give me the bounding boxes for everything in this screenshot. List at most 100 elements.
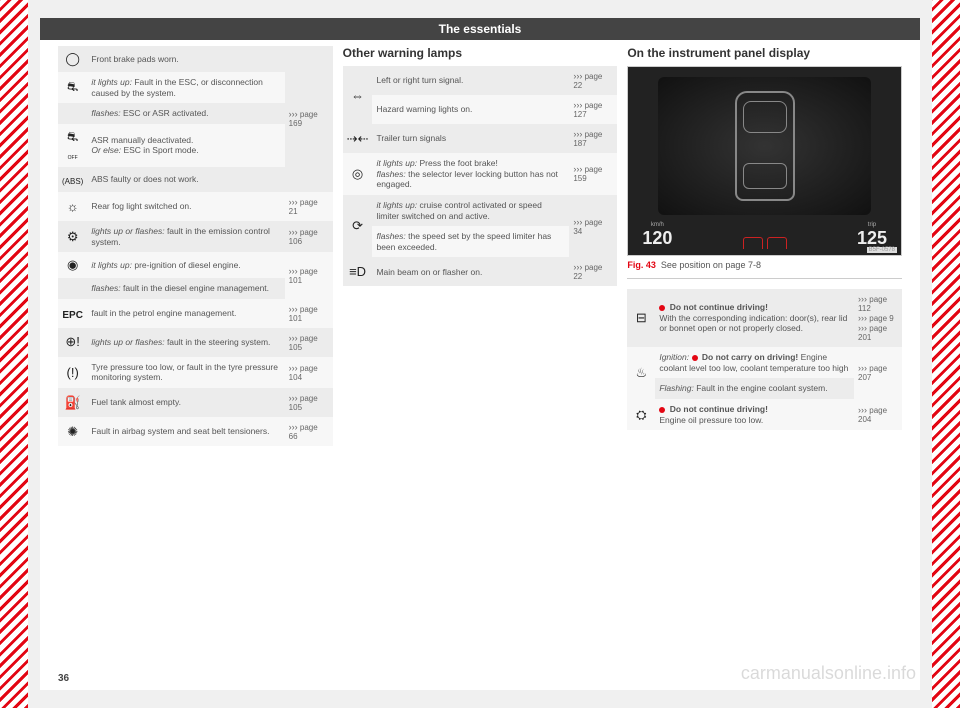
table-row: ◯Front brake pads worn.››› page 169 xyxy=(58,46,333,72)
page-reference: ››› page 101 xyxy=(285,252,333,299)
warning-description: it lights up: cruise control activated o… xyxy=(372,195,569,226)
warning-description: flashes: fault in the diesel engine mana… xyxy=(87,278,284,299)
car-outline-icon xyxy=(735,91,795,201)
page-reference: ››› page 101 xyxy=(285,299,333,328)
warning-description: Flashing: Fault in the engine coolant sy… xyxy=(655,378,854,399)
gauge-2 xyxy=(767,237,787,249)
header-title: The essentials xyxy=(40,18,920,40)
page-reference: ››› page 112››› page 9››› page 201 xyxy=(854,289,902,347)
instrument-screen xyxy=(658,77,871,215)
col2-title: Other warning lamps xyxy=(343,46,618,60)
speed-value: 120 xyxy=(642,228,672,249)
warning-description: it lights up: Press the foot brake!flash… xyxy=(372,153,569,195)
page-reference: ››› page 22 xyxy=(569,66,617,95)
page-reference: ››› page 207 xyxy=(854,347,902,399)
page-reference: ››› page 104 xyxy=(285,357,333,388)
content-columns: ◯Front brake pads worn.››› page 169⛐it l… xyxy=(40,46,920,690)
table-row: ◎it lights up: Press the foot brake!flas… xyxy=(343,153,618,195)
warning-icon: ◉ xyxy=(58,252,87,278)
figure-caption-text: See position on page 7-8 xyxy=(661,260,761,270)
warning-description: Left or right turn signal. xyxy=(372,66,569,95)
page-reference: ››› page 22 xyxy=(569,257,617,286)
warning-icon: ⊟ xyxy=(627,289,655,347)
warning-description: Ignition: Do not carry on driving! Engin… xyxy=(655,347,854,378)
column-2: Other warning lamps ⇔Left or right turn … xyxy=(343,46,618,690)
warning-icon: ⚙ xyxy=(58,221,87,252)
warning-icon: ◎ xyxy=(343,153,373,195)
warning-description: it lights up: Fault in the ESC, or disco… xyxy=(87,72,284,103)
table-row: ⊕!lights up or flashes: fault in the ste… xyxy=(58,328,333,357)
table-row: ⚙lights up or flashes: fault in the emis… xyxy=(58,221,333,252)
table-row: ≡DMain beam on or flasher on.››› page 22 xyxy=(343,257,618,286)
page-reference: ››› page 204 xyxy=(854,399,902,430)
table-row: (!)Tyre pressure too low, or fault in th… xyxy=(58,357,333,388)
warning-icon: ⇔ xyxy=(343,66,373,124)
warning-icon: ⛭ xyxy=(627,399,655,430)
warning-icon: ⟳ xyxy=(343,195,373,258)
page-reference: ››› page 21 xyxy=(285,192,333,221)
page-reference: ››› page 34 xyxy=(569,195,617,258)
warning-description: ABS faulty or does not work. xyxy=(87,167,284,192)
page-container: The essentials ◯Front brake pads worn.››… xyxy=(40,18,920,690)
warning-icon: ☼ xyxy=(58,192,87,221)
page-reference: ››› page 66 xyxy=(285,417,333,446)
column-3: On the instrument panel display km/h 120 xyxy=(627,46,902,690)
figure-43: km/h 120 trip 125 B5F-0578 xyxy=(627,66,902,256)
page-reference: ››› page 187 xyxy=(569,124,617,153)
col3-title: On the instrument panel display xyxy=(627,46,902,60)
page-reference: ››› page 105 xyxy=(285,388,333,417)
page-reference: ››› page 159 xyxy=(569,153,617,195)
figure-bottom-row: km/h 120 trip 125 xyxy=(642,222,887,249)
warning-table-1: ◯Front brake pads worn.››› page 169⛐it l… xyxy=(58,46,333,446)
table-row: ⟳it lights up: cruise control activated … xyxy=(343,195,618,226)
trip-value: 125 xyxy=(857,228,887,249)
warning-description: Do not continue driving!Engine oil press… xyxy=(655,399,854,430)
warning-description: Do not continue driving!With the corresp… xyxy=(655,289,854,347)
warning-icon: ◯ xyxy=(58,46,87,72)
table-row: EPCfault in the petrol engine management… xyxy=(58,299,333,328)
table-row: ⇔Left or right turn signal.››› page 22 xyxy=(343,66,618,95)
table-row: ⊟ Do not continue driving!With the corre… xyxy=(627,289,902,347)
warning-description: flashes: ESC or ASR activated. xyxy=(87,103,284,124)
warning-icon: ⛐OFF xyxy=(58,124,87,167)
warning-description: fault in the petrol engine management. xyxy=(87,299,284,328)
table-row: ✺Fault in airbag system and seat belt te… xyxy=(58,417,333,446)
page-border-left xyxy=(0,0,28,708)
warning-icon: ⊕! xyxy=(58,328,87,357)
warning-description: Fault in airbag system and seat belt ten… xyxy=(87,417,284,446)
figure-code: B5F-0578 xyxy=(867,247,897,253)
warning-icon xyxy=(58,103,87,124)
warning-table-2: ⇔Left or right turn signal.››› page 22Ha… xyxy=(343,66,618,286)
warning-icon: EPC xyxy=(58,299,87,328)
table-row: ☼Rear fog light switched on.››› page 21 xyxy=(58,192,333,221)
warning-description: lights up or flashes: fault in the steer… xyxy=(87,328,284,357)
warning-description: Front brake pads worn. xyxy=(87,46,284,72)
warning-description: Rear fog light switched on. xyxy=(87,192,284,221)
page-reference: ››› page 127 xyxy=(569,95,617,124)
page-reference: ››› page 169 xyxy=(285,46,333,192)
warning-description: Fuel tank almost empty. xyxy=(87,388,284,417)
page-number: 36 xyxy=(58,673,69,684)
warning-icon: (ABS) xyxy=(58,167,87,192)
page-reference: ››› page 106 xyxy=(285,221,333,252)
trip-display: trip 125 xyxy=(857,222,887,249)
table-row: ♨Ignition: Do not carry on driving! Engi… xyxy=(627,347,902,378)
warning-description: flashes: the speed set by the speed limi… xyxy=(372,226,569,257)
warning-description: Tyre pressure too low, or fault in the t… xyxy=(87,357,284,388)
warning-icon: ⛽ xyxy=(58,388,87,417)
gauge-1 xyxy=(743,237,763,249)
table-row: ⛽Fuel tank almost empty.››› page 105 xyxy=(58,388,333,417)
figure-number: Fig. 43 xyxy=(627,260,656,270)
warning-icon: ♨ xyxy=(627,347,655,399)
column-1: ◯Front brake pads worn.››› page 169⛐it l… xyxy=(58,46,333,690)
figure-caption: Fig. 43 See position on page 7-8 xyxy=(627,260,902,270)
warning-description: Hazard warning lights on. xyxy=(372,95,569,124)
warning-description: Trailer turn signals xyxy=(372,124,569,153)
speed-display: km/h 120 xyxy=(642,222,672,249)
table-row: Hazard warning lights on.››› page 127 xyxy=(343,95,618,124)
warning-table-3: ⊟ Do not continue driving!With the corre… xyxy=(627,289,902,430)
warning-icon: ⛐ xyxy=(58,72,87,103)
warning-description: lights up or flashes: fault in the emiss… xyxy=(87,221,284,252)
table-row: ⇢⇠Trailer turn signals››› page 187 xyxy=(343,124,618,153)
warning-icon xyxy=(58,278,87,299)
